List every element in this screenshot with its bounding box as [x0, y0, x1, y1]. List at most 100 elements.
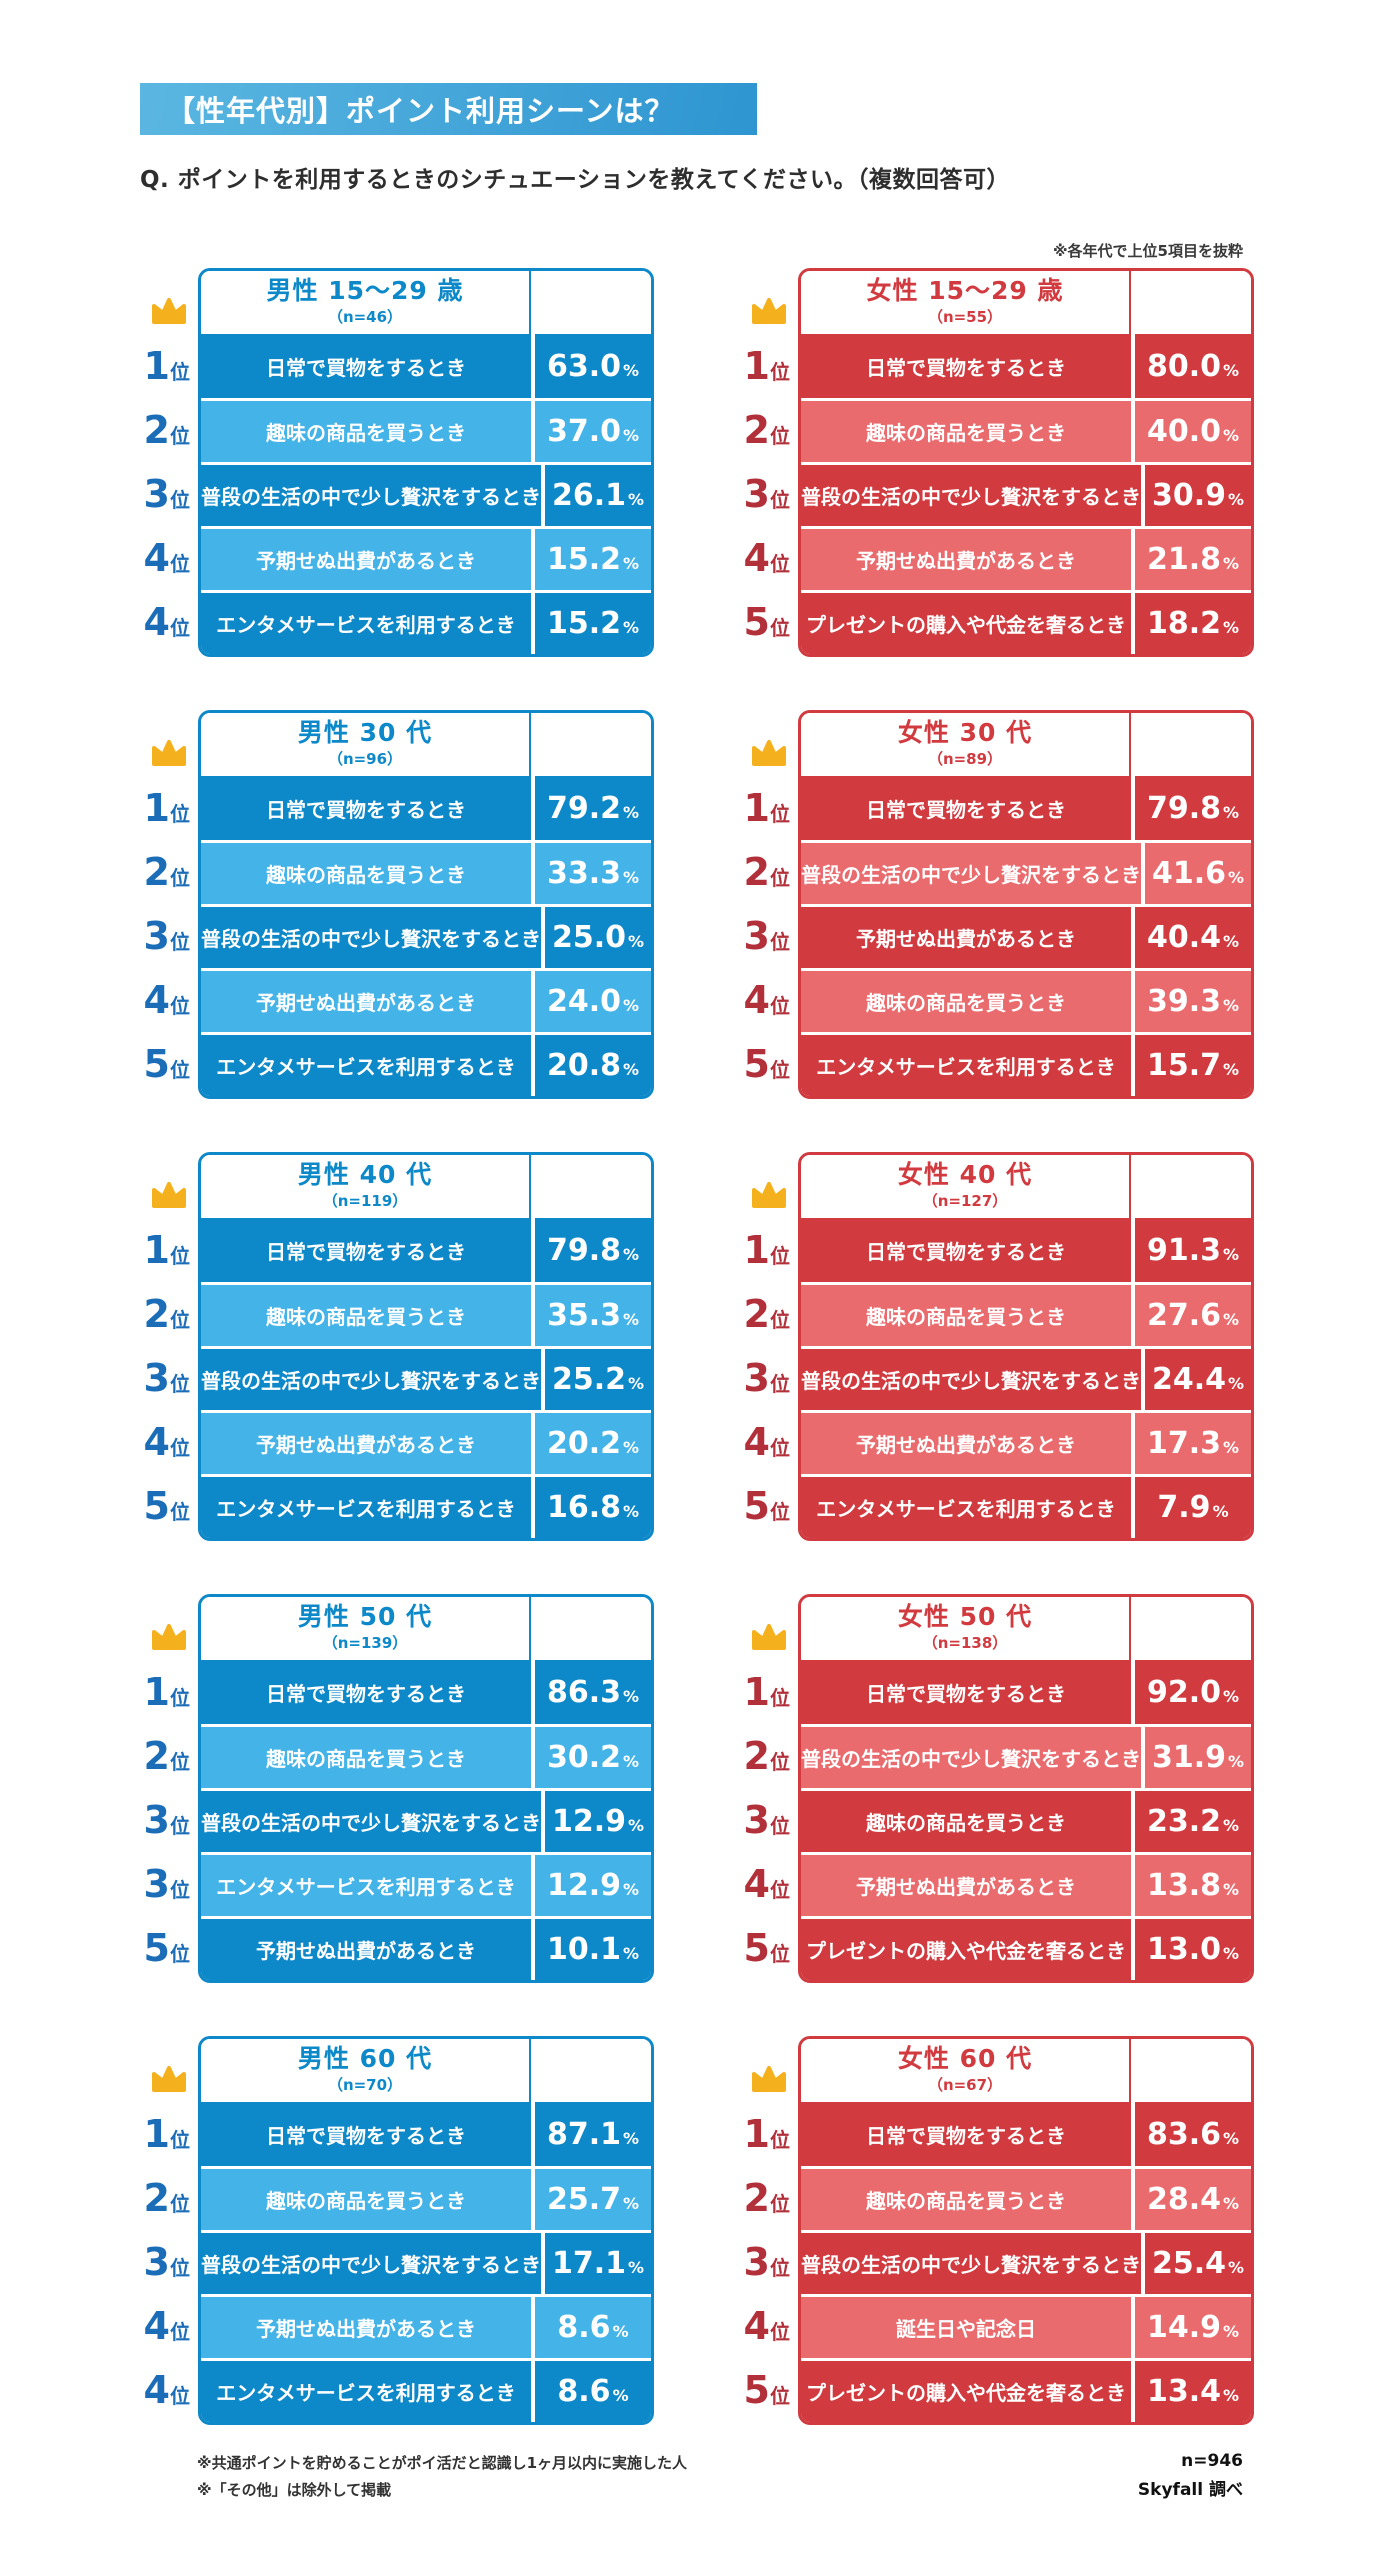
row-value-number: 8.6 — [557, 2310, 611, 2345]
table-header-cell: 男性 60 代 （n=70） — [201, 2039, 531, 2102]
table-row: 日常で買物をするとき 86.3% — [201, 1660, 651, 1724]
row-label: エンタメサービスを利用するとき — [216, 1875, 516, 1899]
row-value-number: 17.3 — [1146, 1426, 1221, 1461]
table-row: 日常で買物をするとき 92.0% — [801, 1660, 1251, 1724]
table-header: 男性 40 代 （n=119） — [201, 1155, 651, 1218]
row-value-cell: 25.2% — [541, 1349, 651, 1410]
row-value-number: 12.9 — [546, 1868, 621, 1903]
ranking-table-block-7: 1 位 2 位 3 位 4 位 5 位女性 50 代（n=138） 日常で買物をするとき 92.0% 普… — [740, 1594, 1254, 1983]
row-label: 日常で買物をするとき — [266, 1681, 466, 1706]
row-value: 33.3% — [547, 856, 639, 891]
table-title: 男性 40 代 — [297, 1159, 433, 1189]
row-value: 12.9% — [547, 1868, 639, 1903]
table-row: 普段の生活の中で少し贅沢をするとき 30.9% — [801, 462, 1251, 526]
table-row: 趣味の商品を買うとき 33.3% — [201, 840, 651, 904]
row-value-cell: 86.3% — [531, 1660, 651, 1724]
row-label: 日常で買物をするとき — [266, 797, 466, 822]
rank-suffix: 位 — [170, 1942, 190, 1966]
row-value-cell: 37.0% — [531, 401, 651, 462]
percent-sign: % — [623, 1752, 640, 1771]
row-value-number: 33.3 — [546, 856, 621, 891]
row-value-number: 37.0 — [546, 414, 621, 449]
table-title: 女性 15〜29 歳 — [866, 275, 1064, 305]
row-label: 普段の生活の中で少し贅沢をするとき — [201, 2253, 541, 2277]
table-sample-size: （n=127） — [922, 1192, 1008, 1211]
rank-number: 2 — [743, 1734, 770, 1778]
row-label: 普段の生活の中で少し贅沢をするとき — [201, 927, 541, 951]
rank-suffix: 位 — [770, 1686, 790, 1710]
rank-number: 4 — [143, 978, 170, 1022]
row-value-number: 83.6 — [1146, 2116, 1221, 2152]
table-sample-size: （n=67） — [927, 2076, 1003, 2095]
row-value: 79.8% — [1147, 791, 1239, 826]
row-value: 25.0% — [552, 920, 644, 955]
table-title: 男性 50 代 — [297, 1601, 433, 1631]
row-value-cell: 92.0% — [1131, 1660, 1251, 1724]
percent-sign: % — [623, 802, 640, 822]
row-value: 63.0% — [547, 349, 639, 384]
row-value-cell: 79.8% — [531, 1218, 651, 1282]
rank-number: 2 — [743, 1292, 770, 1336]
table-header-cell: 女性 50 代 （n=138） — [801, 1597, 1131, 1660]
crown-icon — [750, 1622, 788, 1654]
percent-sign: % — [628, 2258, 645, 2277]
row-label: 予期せぬ出費があるとき — [256, 2317, 476, 2341]
rank-number: 3 — [143, 1798, 170, 1842]
percent-sign: % — [623, 1060, 640, 1079]
row-label: 趣味の商品を買うとき — [266, 421, 466, 445]
row-value: 13.4% — [1147, 2374, 1239, 2409]
table-row: 予期せぬ出費があるとき 15.2% — [201, 526, 651, 590]
percent-sign: % — [1228, 1374, 1245, 1393]
row-value-number: 13.8 — [1146, 1868, 1221, 1903]
percent-sign: % — [1228, 1752, 1245, 1771]
table-row: 予期せぬ出費があるとき 10.1% — [201, 1916, 651, 1980]
table-title: 男性 60 代 — [297, 2043, 433, 2073]
table-row: 予期せぬ出費があるとき 17.3% — [801, 1410, 1251, 1474]
rank-suffix: 位 — [170, 424, 190, 448]
table-row: エンタメサービスを利用するとき 7.9% — [801, 1474, 1251, 1538]
table-row: 日常で買物をするとき 80.0% — [801, 334, 1251, 398]
rank-suffix: 位 — [170, 1372, 190, 1396]
row-value-cell: 26.1% — [541, 465, 651, 526]
row-value: 31.9% — [1152, 1740, 1244, 1775]
row-value-cell: 25.4% — [1141, 2233, 1251, 2294]
table-header-value-cell — [531, 1155, 651, 1218]
row-label: エンタメサービスを利用するとき — [816, 1497, 1116, 1521]
table-row: 誕生日や記念日 14.9% — [801, 2294, 1251, 2358]
table-row: エンタメサービスを利用するとき 15.2% — [201, 590, 651, 654]
rank-suffix: 位 — [770, 1500, 790, 1524]
rank-suffix: 位 — [770, 1244, 790, 1268]
rank-number: 5 — [143, 1926, 170, 1970]
row-value-number: 18.2 — [1146, 606, 1221, 641]
rank-suffix: 位 — [770, 2128, 790, 2152]
row-label: 趣味の商品を買うとき — [866, 1811, 1066, 1835]
table-row: プレゼントの購入や代金を奢るとき 13.4% — [801, 2358, 1251, 2422]
ranking-table-block-1: 1 位 2 位 3 位 4 位 5 位女性 15〜29 歳（n=55） 日常で買物をするとき 80.0… — [740, 268, 1254, 657]
percent-sign: % — [1212, 1502, 1229, 1521]
row-value-cell: 8.6% — [531, 2297, 651, 2358]
table-pair-row: 1 位 2 位 3 位 3 位 5 位男性 50 代（n=139） 日常で買物をするとき 86.3% 趣… — [0, 1594, 1396, 1983]
row-value-number: 40.4 — [1146, 920, 1221, 955]
table-header-value-cell — [531, 271, 651, 334]
rank-suffix: 位 — [770, 802, 790, 826]
row-label: 普段の生活の中で少し贅沢をするとき — [801, 485, 1141, 509]
